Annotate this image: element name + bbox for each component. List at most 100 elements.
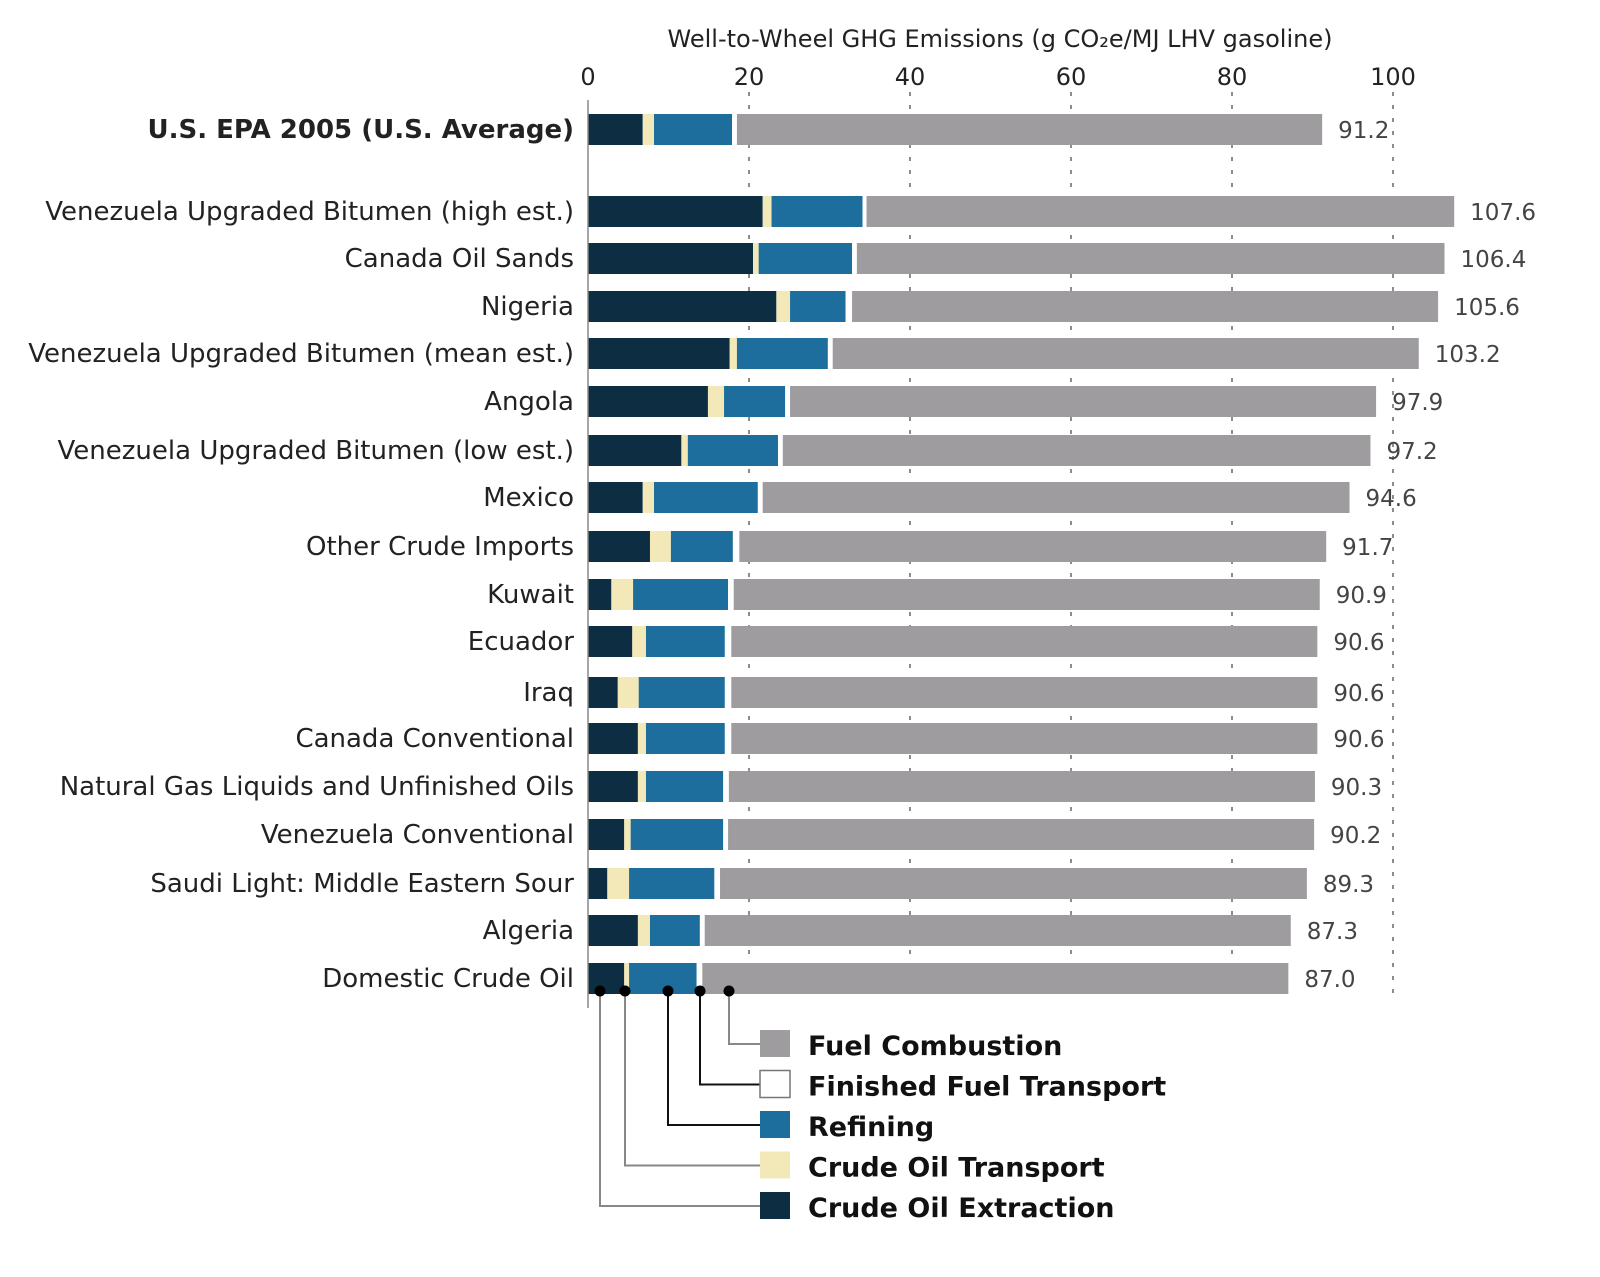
value-label: 90.6	[1333, 727, 1384, 753]
category-label: Domestic Crude Oil	[322, 964, 574, 994]
legend-swatch	[759, 1069, 791, 1099]
category-label: Canada Oil Sands	[345, 244, 574, 274]
bar-segment-refining	[645, 626, 725, 657]
bar-segment-refining	[649, 915, 700, 946]
bar-segment-fuel-combustion	[736, 114, 1323, 145]
bar-segment-crude-oil-transport	[681, 435, 688, 466]
bar-segment-fuel-combustion	[733, 579, 1320, 610]
value-label: 90.9	[1336, 583, 1387, 609]
bar-segment-crude-oil-transport	[607, 868, 630, 899]
bar-segment-crude-oil-transport	[617, 677, 639, 708]
bar-segment-refining	[645, 723, 725, 754]
bar-segment-refining	[645, 771, 724, 802]
bar-segment-refining	[630, 819, 724, 850]
bar-segment-refining	[758, 243, 853, 274]
category-label: Other Crude Imports	[306, 532, 574, 562]
bar-segment-crude-oil-extraction	[588, 868, 608, 899]
bar-segment-fuel-combustion	[866, 196, 1455, 227]
legend-connector	[667, 991, 760, 1126]
legend-swatch	[760, 1111, 790, 1138]
category-labels: U.S. EPA 2005 (U.S. Average) Venezuela Up…	[28, 115, 574, 994]
bar-segment-fuel-combustion	[739, 531, 1327, 562]
bar-segment-refining	[629, 963, 697, 994]
category-label: Algeria	[483, 916, 574, 946]
bar-segment-crude-oil-transport	[753, 243, 759, 274]
legend-label: Fuel Combustion	[808, 1031, 1062, 1062]
bar-segment-finished-fuel-transport	[696, 963, 703, 994]
bar-segment-finished-fuel-transport	[724, 677, 732, 708]
legend-connector-dot	[594, 985, 606, 997]
bar-segment-finished-fuel-transport	[785, 386, 791, 417]
bar-segment-finished-fuel-transport	[757, 482, 763, 513]
bar-segment-crude-oil-extraction	[588, 114, 643, 145]
bar-segment-finished-fuel-transport	[777, 435, 783, 466]
x-tick-label: 0	[580, 63, 595, 91]
x-tick-label: 60	[1056, 63, 1087, 91]
bar-segment-crude-oil-extraction	[588, 386, 708, 417]
bar-segment-crude-oil-extraction	[588, 819, 625, 850]
bar-segment-finished-fuel-transport	[724, 723, 732, 754]
bar-segment-crude-oil-extraction	[588, 435, 682, 466]
category-label: Iraq	[523, 678, 574, 708]
category-label: Kuwait	[487, 580, 574, 610]
bar-segment-finished-fuel-transport	[714, 868, 721, 899]
x-axis-ticks: 0 20 40 60 80 100	[580, 63, 1416, 91]
bar-segment-fuel-combustion	[762, 482, 1350, 513]
bar-segment-crude-oil-transport	[642, 482, 655, 513]
legend-label: Finished Fuel Transport	[808, 1072, 1166, 1103]
bar-segment-refining	[629, 868, 715, 899]
value-label: 90.3	[1331, 775, 1382, 801]
bar-segment-refining	[771, 196, 863, 227]
bar-segment-refining	[724, 386, 786, 417]
bar-segment-crude-oil-extraction	[588, 243, 754, 274]
bar-segment-finished-fuel-transport	[699, 915, 705, 946]
bar-segment-crude-oil-extraction	[588, 626, 633, 657]
bar-segment-refining	[790, 291, 846, 322]
bar-segment-finished-fuel-transport	[723, 771, 729, 802]
bar-segment-crude-oil-transport	[637, 723, 646, 754]
bar-segment-crude-oil-transport	[624, 819, 631, 850]
bar-segment-fuel-combustion	[704, 915, 1291, 946]
bar-segment-crude-oil-transport	[776, 291, 791, 322]
bar-segment-finished-fuel-transport	[728, 579, 734, 610]
bar-segment-finished-fuel-transport	[723, 819, 729, 850]
bar-segment-refining	[654, 482, 758, 513]
bar-segment-crude-oil-extraction	[588, 963, 625, 994]
category-label: Canada Conventional	[295, 724, 574, 754]
bar-segment-fuel-combustion	[852, 291, 1439, 322]
bar-segment-finished-fuel-transport	[732, 531, 740, 562]
bar-segment-finished-fuel-transport	[862, 196, 867, 227]
legend-connector-dot	[694, 985, 706, 997]
bar-segment-fuel-combustion	[728, 819, 1315, 850]
x-tick-label: 20	[734, 63, 765, 91]
bar-segment-crude-oil-transport	[729, 338, 737, 369]
category-label: Natural Gas Liquids and Unfinished Oils	[60, 772, 574, 802]
bar-segment-finished-fuel-transport	[724, 626, 732, 657]
bar-segment-fuel-combustion	[790, 386, 1377, 417]
value-label: 90.6	[1333, 681, 1384, 707]
value-label: 89.3	[1323, 872, 1374, 898]
value-label: 103.2	[1435, 342, 1501, 368]
bar-segment-crude-oil-extraction	[588, 291, 777, 322]
bar-segment-crude-oil-extraction	[588, 196, 763, 227]
bar-segment-crude-oil-extraction	[588, 677, 618, 708]
bar-segment-crude-oil-transport	[707, 386, 725, 417]
bar-segment-fuel-combustion	[731, 626, 1318, 657]
bar-segment-crude-oil-extraction	[588, 771, 638, 802]
bar-segment-fuel-combustion	[728, 771, 1315, 802]
value-label: 91.2	[1338, 118, 1389, 144]
category-label: Angola	[484, 387, 574, 417]
bar-segment-fuel-combustion	[782, 435, 1371, 466]
legend-connector	[728, 991, 760, 1045]
bar-segment-crude-oil-transport	[611, 579, 634, 610]
bar-segment-crude-oil-extraction	[588, 579, 612, 610]
category-label: Ecuador	[468, 627, 575, 657]
bar-segment-fuel-combustion	[720, 868, 1307, 899]
value-label: 106.4	[1461, 247, 1527, 273]
legend-swatch	[760, 1192, 790, 1219]
value-label: 90.2	[1330, 823, 1381, 849]
x-tick-label: 80	[1217, 63, 1248, 91]
bar-segment-crude-oil-transport	[649, 531, 671, 562]
bar-segment-crude-oil-transport	[642, 114, 655, 145]
